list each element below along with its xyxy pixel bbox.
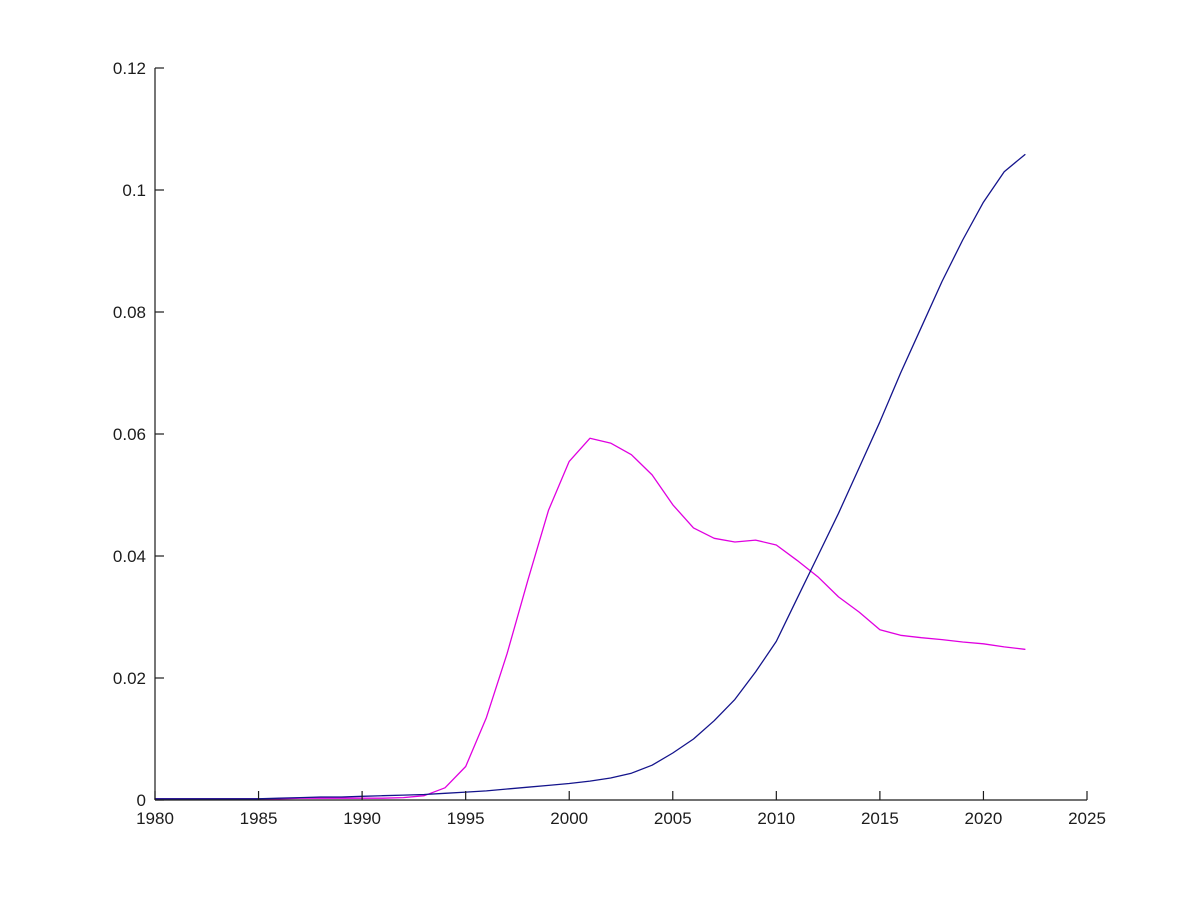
y-tick-label: 0.04 [113,547,146,566]
y-tick-label: 0.06 [113,425,146,444]
y-tick-label: 0.02 [113,669,146,688]
x-tick-label: 1980 [136,809,174,828]
x-tick-label: 2005 [654,809,692,828]
series-dark-blue-line [154,153,1026,800]
y-tick-label: 0.1 [122,181,146,200]
series-magenta-line [154,437,1026,800]
x-tick-label: 1985 [240,809,278,828]
y-tick-label: 0.08 [113,303,146,322]
y-tick-label: 0.12 [113,59,146,78]
x-tick-label: 1995 [447,809,485,828]
x-tick-label: 2015 [861,809,899,828]
x-tick-label: 2000 [550,809,588,828]
x-tick-label: 2010 [757,809,795,828]
x-tick-label: 1990 [343,809,381,828]
y-tick-label: 0 [137,791,146,810]
x-tick-label: 2020 [965,809,1003,828]
x-tick-label: 2025 [1068,809,1106,828]
